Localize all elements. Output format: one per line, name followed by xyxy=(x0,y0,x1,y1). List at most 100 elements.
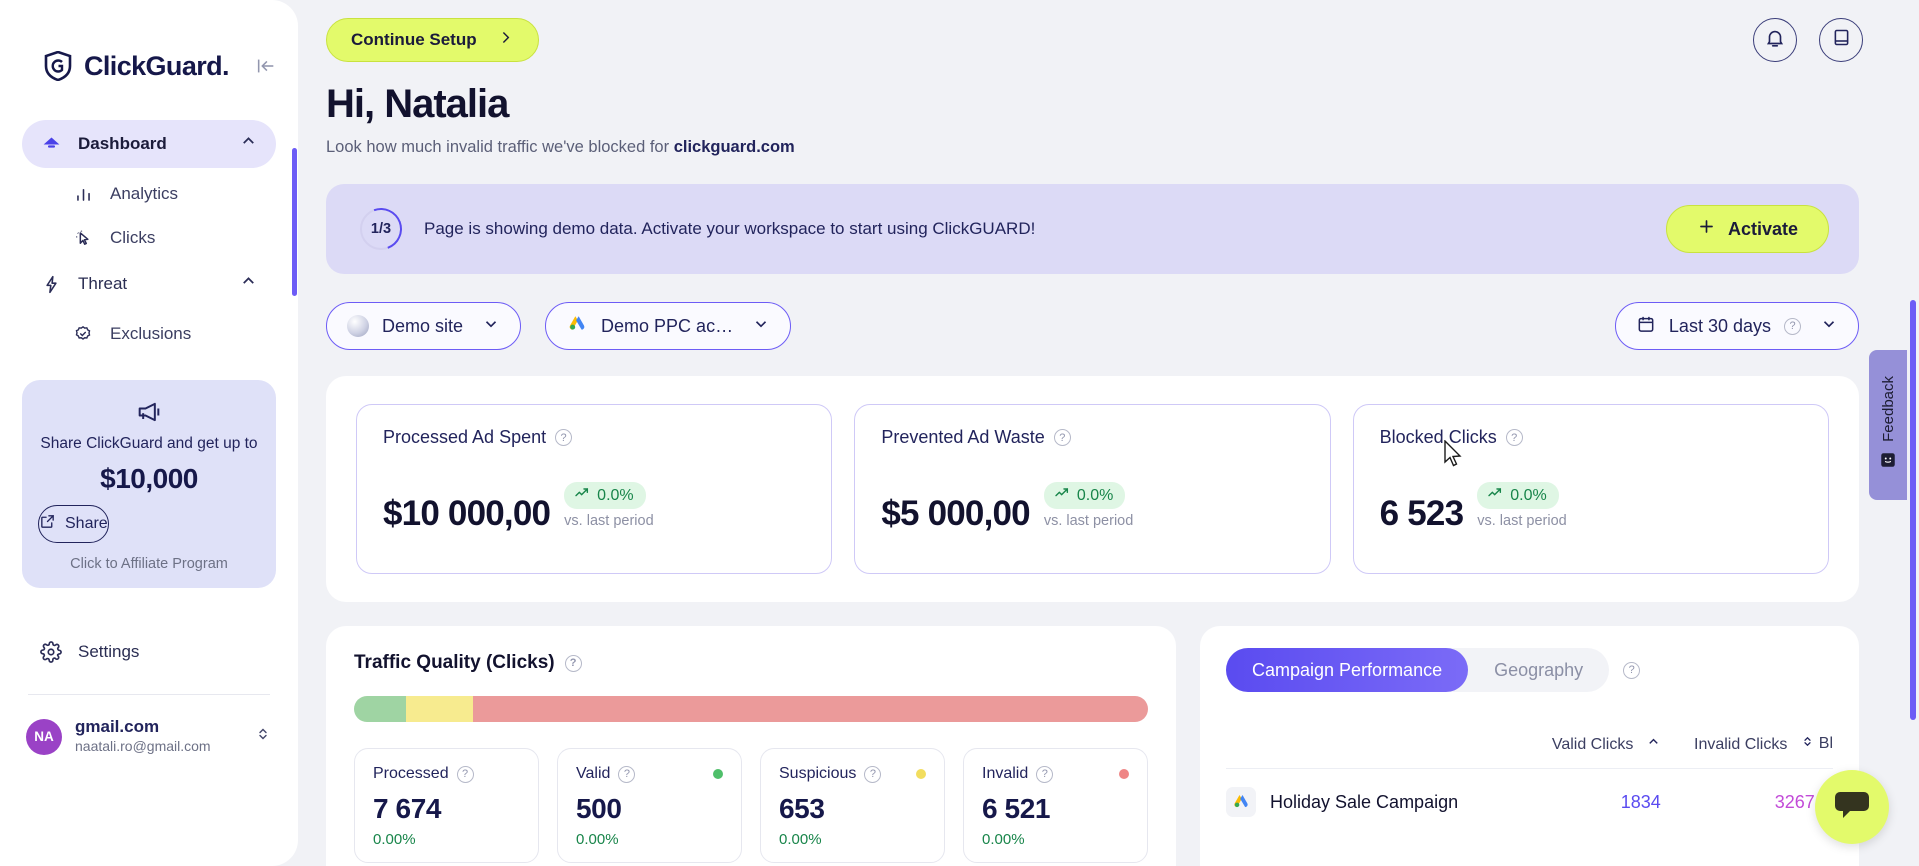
feedback-tab[interactable]: Feedback xyxy=(1869,350,1907,500)
affiliate-promo-card[interactable]: Share ClickGuard and get up to $10,000 S… xyxy=(22,380,276,588)
help-circle-icon[interactable]: ? xyxy=(564,654,582,672)
help-circle-icon[interactable]: ? xyxy=(1623,661,1641,679)
quality-card-label: Suspicious xyxy=(779,765,857,782)
share-button[interactable]: Share xyxy=(38,504,109,543)
sidebar-nav: Dashboard Analytics Clicks xyxy=(0,120,298,356)
chevron-up-icon xyxy=(239,132,258,156)
panels-row: Traffic Quality (Clicks) ? Processed ? 7… xyxy=(326,626,1859,866)
quality-card-value: 500 xyxy=(576,793,622,824)
panel-title-label: Traffic Quality (Clicks) xyxy=(354,652,555,673)
plus-icon xyxy=(1697,217,1716,241)
table-row[interactable]: Holiday Sale Campaign 1834 3267 xyxy=(1226,769,1833,817)
page-scrollbar-thumb[interactable] xyxy=(1910,300,1916,720)
bar-segment-suspicious xyxy=(405,696,474,722)
collapse-panel-icon[interactable] xyxy=(253,53,279,79)
help-circle-icon[interactable]: ? xyxy=(1053,429,1071,446)
notification-bell-button[interactable] xyxy=(1753,18,1797,62)
campaign-name-cell: Holiday Sale Campaign xyxy=(1226,769,1522,817)
help-circle-icon[interactable]: ? xyxy=(1036,765,1054,783)
quality-card-label: Invalid xyxy=(982,765,1029,782)
main-content: Continue Setup Hi, Natalia Look how much… xyxy=(298,0,1919,866)
tab-campaign-performance[interactable]: Campaign Performance xyxy=(1226,648,1469,692)
help-circle-icon[interactable]: ? xyxy=(618,765,636,783)
help-circle-icon[interactable]: ? xyxy=(456,765,474,783)
column-valid-clicks[interactable]: Valid Clicks xyxy=(1522,734,1661,769)
status-dot-suspicious xyxy=(916,769,926,779)
sidebar-item-settings[interactable]: Settings xyxy=(22,632,276,672)
page-subtitle: Look how much invalid traffic we've bloc… xyxy=(326,138,1919,157)
kpi-value: 6 523 xyxy=(1379,494,1464,533)
calendar-icon xyxy=(1636,314,1656,339)
help-circle-icon[interactable]: ? xyxy=(1505,429,1523,446)
ppc-account-label: Demo PPC ac… xyxy=(601,315,734,336)
sidebar-item-dashboard[interactable]: Dashboard xyxy=(22,120,276,168)
sort-asc-icon xyxy=(1646,734,1661,754)
continue-setup-button[interactable]: Continue Setup xyxy=(326,18,539,62)
sidebar-item-exclusions[interactable]: Exclusions xyxy=(22,312,276,356)
campaign-name: Holiday Sale Campaign xyxy=(1270,791,1459,812)
feedback-smiley-icon xyxy=(1879,451,1897,474)
quality-card-value: 653 xyxy=(779,793,825,824)
book-icon xyxy=(1831,27,1852,53)
kpi-delta-group: 0.0% vs. last period xyxy=(1477,482,1567,531)
sidebar-item-clicks[interactable]: Clicks xyxy=(22,216,276,260)
activate-button[interactable]: Activate xyxy=(1665,205,1829,253)
panel-tabs-row: Campaign Performance Geography ? xyxy=(1226,648,1833,692)
kpi-delta-group: 0.0% vs. last period xyxy=(1043,482,1133,531)
quality-card-header: Invalid ? xyxy=(982,765,1129,783)
kpi-card-prevented-ad-waste: Prevented Ad Waste ? $5 000,00 0.0% vs. … xyxy=(854,404,1331,574)
google-ads-icon xyxy=(1226,787,1256,817)
trend-up-icon xyxy=(1487,485,1503,506)
sidebar-item-label: Dashboard xyxy=(78,134,167,153)
quality-card-processed: Processed ? 7 674 0.00% xyxy=(354,748,539,863)
column-invalid-clicks[interactable]: Invalid Clicks xyxy=(1661,734,1815,769)
kpi-value: $10 000,00 xyxy=(383,494,551,533)
avatar: NA xyxy=(26,718,62,755)
traffic-quality-bar xyxy=(354,696,1148,722)
chat-launcher-button[interactable] xyxy=(1815,770,1889,844)
guide-book-button[interactable] xyxy=(1819,18,1863,62)
sidebar-scrollbar[interactable] xyxy=(292,148,297,296)
chevron-up-down-icon[interactable] xyxy=(254,725,272,748)
kpi-delta-badge: 0.0% xyxy=(1043,482,1126,509)
kpi-title: Processed Ad Spent ? xyxy=(383,427,805,448)
tab-geography[interactable]: Geography xyxy=(1468,648,1609,692)
share-button-label: Share xyxy=(65,514,108,532)
quality-card-value: 6 521 xyxy=(982,793,1051,824)
status-dot-invalid xyxy=(1119,769,1129,779)
quality-card-delta: 0.00% xyxy=(576,831,619,848)
date-range-selector[interactable]: Last 30 days ? xyxy=(1614,302,1859,350)
table-header-row: Valid Clicks Invalid Clicks xyxy=(1226,734,1833,769)
help-circle-icon[interactable]: ? xyxy=(864,765,882,783)
help-circle-icon[interactable]: ? xyxy=(1784,317,1801,335)
sidebar-divider xyxy=(28,693,270,695)
kpi-compare-label: vs. last period xyxy=(564,513,654,529)
chevron-right-icon xyxy=(497,29,514,51)
cursor-click-icon xyxy=(72,227,94,249)
promo-footer: Click to Affiliate Program xyxy=(70,555,228,572)
promo-amount: $10,000 xyxy=(100,462,198,494)
ppc-account-selector[interactable]: Demo PPC ac… xyxy=(545,302,792,350)
kpi-delta-badge: 0.0% xyxy=(564,482,646,509)
kpi-delta-value: 0.0% xyxy=(1510,486,1547,504)
chevron-down-icon xyxy=(482,315,500,338)
sidebar-item-analytics[interactable]: Analytics xyxy=(22,172,276,216)
panel-tabs: Campaign Performance Geography xyxy=(1226,648,1610,692)
column-label: Valid Clicks xyxy=(1551,736,1634,753)
site-selector[interactable]: Demo site xyxy=(326,302,522,350)
campaign-table-head: Valid Clicks Invalid Clicks xyxy=(1226,734,1833,769)
traffic-quality-cards: Processed ? 7 674 0.00% Valid ? 500 xyxy=(354,748,1148,863)
home-icon xyxy=(40,133,62,155)
subtitle-text: Look how much invalid traffic we've bloc… xyxy=(326,138,674,156)
sidebar-item-threat[interactable]: Threat xyxy=(22,260,276,308)
demo-data-banner: 1/3 Page is showing demo data. Activate … xyxy=(326,184,1859,274)
site-selector-label: Demo site xyxy=(382,315,464,336)
account-switcher[interactable]: NA gmail.com naatali.ro@gmail.com xyxy=(26,717,272,756)
chevron-down-icon xyxy=(752,315,770,338)
kpi-title: Blocked Clicks ? xyxy=(1380,427,1802,448)
help-circle-icon[interactable]: ? xyxy=(555,429,573,446)
kpi-card-processed-ad-spent: Processed Ad Spent ? $10 000,00 0.0% vs.… xyxy=(356,404,833,574)
column-blocked-clicks[interactable]: Bl xyxy=(1818,735,1833,752)
brand-row: ClickGuard. xyxy=(0,0,298,92)
traffic-quality-panel: Traffic Quality (Clicks) ? Processed ? 7… xyxy=(326,626,1176,866)
